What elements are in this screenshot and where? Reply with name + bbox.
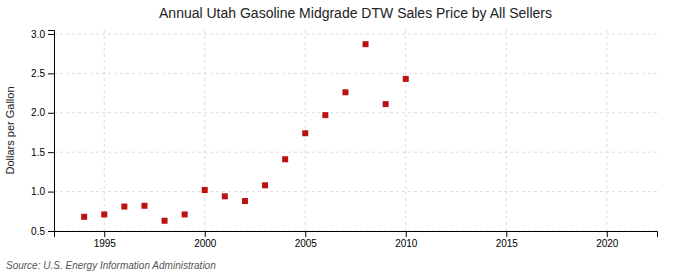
plot: 1995 2000 2005 2010 2015 2020 0.5 1.0 1.5 2.0 2.5 3… bbox=[31, 29, 657, 249]
grid-line-y bbox=[54, 152, 657, 153]
y-tick-label: 2.5 bbox=[31, 68, 45, 79]
y-tick: 0.5 bbox=[31, 226, 54, 237]
y-tick-label: 0.5 bbox=[31, 226, 45, 237]
point bbox=[403, 76, 409, 82]
x-tick-label: 2005 bbox=[295, 238, 318, 249]
x-tick-mark bbox=[406, 231, 407, 237]
point bbox=[121, 204, 127, 210]
point bbox=[383, 101, 389, 107]
point bbox=[101, 211, 107, 217]
point bbox=[222, 193, 228, 199]
grid-line-x bbox=[506, 30, 507, 231]
grid-line-y bbox=[54, 112, 657, 113]
x-tick-label: 1995 bbox=[94, 238, 117, 249]
x-tick: 2020 bbox=[596, 231, 619, 249]
x-tick: 2010 bbox=[395, 231, 418, 249]
y-tick-mark bbox=[48, 192, 54, 193]
y-tick-mark bbox=[48, 152, 54, 153]
point bbox=[182, 211, 188, 217]
y-axis-line bbox=[48, 31, 55, 232]
y-tick-mark bbox=[48, 34, 54, 35]
point bbox=[81, 214, 87, 220]
x-tick-mark bbox=[305, 231, 306, 237]
x-tick: 1995 bbox=[94, 231, 117, 249]
grid-line-x bbox=[204, 30, 205, 231]
point bbox=[342, 89, 348, 95]
grid-line-y bbox=[54, 73, 657, 74]
grid bbox=[54, 30, 657, 231]
point bbox=[202, 187, 208, 193]
x-tick: 2015 bbox=[496, 231, 519, 249]
y-tick: 1.0 bbox=[31, 186, 54, 197]
grid-line-x bbox=[606, 30, 607, 231]
point bbox=[162, 218, 168, 224]
grid-line-y bbox=[54, 33, 657, 34]
y-tick-mark bbox=[48, 113, 54, 114]
y-tick-label: 1.5 bbox=[31, 147, 45, 158]
x-tick-label: 2015 bbox=[496, 238, 519, 249]
x-tick-label: 2020 bbox=[596, 238, 619, 249]
point bbox=[242, 198, 248, 204]
x-tick-label: 2010 bbox=[395, 238, 418, 249]
x-tick-mark bbox=[607, 231, 608, 237]
x-tick-mark bbox=[104, 231, 105, 237]
point bbox=[141, 203, 147, 209]
x-tick-mark bbox=[205, 231, 206, 237]
points bbox=[81, 41, 409, 224]
y-axis-label: Dollars per Gallon bbox=[4, 86, 16, 174]
y-tick-mark bbox=[48, 231, 54, 232]
y-tick: 1.5 bbox=[31, 147, 54, 158]
x-axis: 1995 2000 2005 2010 2015 2020 bbox=[55, 231, 658, 249]
title: Annual Utah Gasoline Midgrade DTW Sales … bbox=[159, 5, 552, 21]
x-tick-label: 2000 bbox=[194, 238, 217, 249]
point bbox=[262, 182, 268, 188]
y-tick-label: 1.0 bbox=[31, 186, 45, 197]
grid-line-x bbox=[405, 30, 406, 231]
annotation: Source: U.S. Energy Information Administ… bbox=[6, 260, 216, 271]
chart: 1995 2000 2005 2010 2015 2020 0.5 1.0 1.5 2.0 2.5 3… bbox=[0, 0, 675, 275]
x-tick: 2000 bbox=[194, 231, 217, 249]
y-tick-label: 3.0 bbox=[31, 29, 45, 40]
point bbox=[302, 130, 308, 136]
x-tick: 2005 bbox=[295, 231, 318, 249]
grid-line-x bbox=[104, 30, 105, 231]
y-tick: 2.0 bbox=[31, 107, 54, 118]
y-tick-label: 2.0 bbox=[31, 107, 45, 118]
x-axis-line bbox=[55, 232, 658, 238]
y-tick: 2.5 bbox=[31, 68, 54, 79]
point bbox=[363, 41, 369, 47]
y-tick-mark bbox=[48, 73, 54, 74]
x-tick-mark bbox=[506, 231, 507, 237]
y-tick: 3.0 bbox=[31, 29, 54, 40]
point bbox=[282, 156, 288, 162]
y-axis: 0.5 1.0 1.5 2.0 2.5 3.0 bbox=[31, 29, 54, 237]
grid-line-y bbox=[54, 191, 657, 192]
point bbox=[322, 112, 328, 118]
